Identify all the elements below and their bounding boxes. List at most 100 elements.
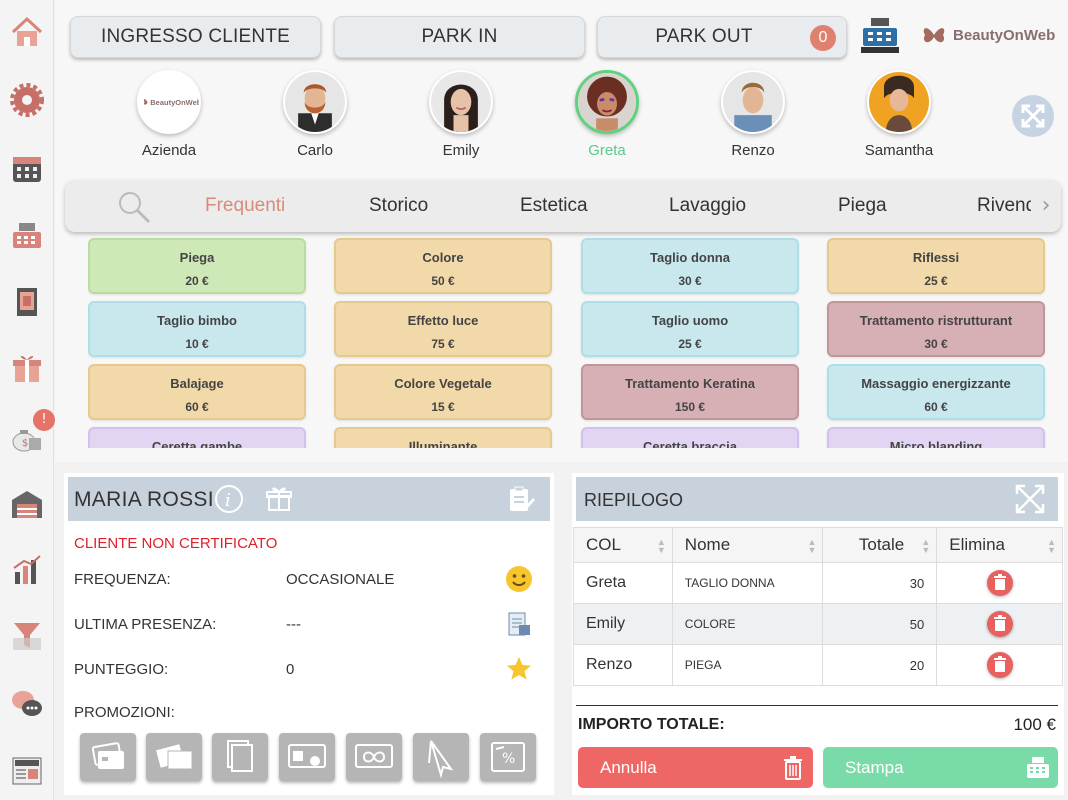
butterfly-logo-icon	[923, 28, 945, 43]
row-delete-cell	[936, 644, 1063, 686]
annulla-button[interactable]: Annulla	[578, 747, 813, 788]
service-tile[interactable]: Piega 20 €	[88, 238, 306, 294]
calendar-icon[interactable]	[9, 150, 45, 186]
chat-bubbles-icon[interactable]	[9, 686, 45, 722]
cash-register-icon[interactable]	[9, 218, 45, 254]
delete-button[interactable]	[986, 652, 1013, 678]
receipt-icon[interactable]	[505, 610, 533, 638]
service-tile[interactable]: Riflessi 25 €	[827, 238, 1045, 294]
staff-name: Samantha	[864, 142, 934, 159]
table-row[interactable]: Renzo PIEGA 20	[573, 644, 1063, 686]
tab-storico[interactable]: Storico	[369, 195, 429, 216]
service-tile[interactable]: Taglio bimbo 10 €	[88, 301, 306, 357]
newsletter-funnel-icon[interactable]	[9, 618, 45, 654]
ingresso-cliente-button[interactable]: INGRESSO CLIENTE	[70, 16, 321, 58]
staff-samantha[interactable]: Samantha	[844, 70, 954, 159]
product-box-icon[interactable]	[9, 284, 45, 320]
home-icon[interactable]	[9, 14, 45, 50]
staff-name: Azienda	[141, 142, 197, 159]
gear-icon[interactable]	[9, 82, 45, 118]
gift-icon[interactable]	[9, 350, 45, 386]
sidebar: $ !	[0, 0, 55, 800]
column-header-elimina[interactable]: Elimina ▲ ▼	[936, 527, 1063, 563]
tab-lavaggio[interactable]: Lavaggio	[669, 195, 747, 216]
avatar	[867, 70, 931, 134]
info-icon[interactable]: i	[214, 484, 244, 514]
chevron-right-icon[interactable]: ›	[1031, 180, 1061, 232]
service-tile[interactable]: Massaggio energizzante 60 €	[827, 364, 1045, 420]
column-header-col[interactable]: COL ▲ ▼	[573, 527, 673, 563]
search-icon[interactable]	[115, 188, 153, 226]
warehouse-icon[interactable]	[9, 486, 45, 522]
gift-icon[interactable]	[264, 484, 294, 514]
row-delete-cell	[936, 603, 1063, 645]
promo-tickets-button[interactable]	[146, 733, 202, 781]
park-in-button[interactable]: PARK IN	[334, 16, 585, 58]
tab-frequenti[interactable]: Frequenti	[205, 195, 286, 216]
news-icon[interactable]	[9, 752, 45, 788]
money-bag-icon[interactable]: $	[9, 418, 45, 454]
service-tile[interactable]: Ceretta braccia	[581, 427, 799, 448]
staff-carlo[interactable]: Carlo	[260, 70, 370, 159]
staff-emily[interactable]: Emily	[406, 70, 516, 159]
column-header-totale[interactable]: Totale ▲ ▼	[822, 527, 938, 563]
cash-register-icon[interactable]	[859, 16, 901, 56]
column-header-nome[interactable]: Nome ▲ ▼	[671, 527, 824, 563]
delete-button[interactable]	[986, 611, 1013, 637]
svg-text:%: %	[502, 751, 515, 767]
staff-azienda[interactable]: BeautyOnWeb Azienda	[114, 70, 224, 159]
delete-button[interactable]	[986, 570, 1013, 596]
service-price: 30 €	[924, 337, 948, 351]
promo-card-button[interactable]	[80, 733, 136, 781]
summary-table: COL ▲ ▼ Nome ▲ ▼ Totale ▲ ▼ Elimina ▲ ▼ Greta TA…	[573, 527, 1063, 686]
table-row[interactable]: Emily COLORE 50	[573, 603, 1063, 645]
promo-documents-button[interactable]	[212, 733, 268, 781]
tab-piega[interactable]: Piega	[838, 195, 887, 216]
infinity-card-icon	[355, 744, 393, 768]
avatar	[575, 70, 639, 134]
staff-name: Emily	[442, 142, 480, 159]
service-tile[interactable]: Taglio donna 30 €	[581, 238, 799, 294]
service-name: Massaggio energizzante	[861, 376, 1011, 391]
row-total: 50	[822, 603, 938, 645]
service-tile[interactable]: Ceretta gambe	[88, 427, 306, 448]
service-tile[interactable]: Trattamento ristrutturant 30 €	[827, 301, 1045, 357]
table-row[interactable]: Greta TAGLIO DONNA 30	[573, 562, 1063, 604]
promo-cursor-button[interactable]	[413, 733, 469, 781]
promo-discount-button[interactable]: %	[480, 733, 536, 781]
staff-greta[interactable]: Greta	[552, 70, 662, 159]
avatar: BeautyOnWeb	[137, 70, 201, 134]
cursor-icon	[428, 740, 454, 779]
expand-icon[interactable]	[1014, 483, 1046, 515]
service-tile[interactable]: Illuminante	[334, 427, 552, 448]
service-name: Illuminante	[408, 439, 478, 448]
cash-register-icon	[1027, 757, 1049, 778]
service-tile[interactable]: Taglio uomo 25 €	[581, 301, 799, 357]
service-price: 50 €	[431, 274, 455, 288]
service-tile[interactable]: Micro blanding	[827, 427, 1045, 448]
service-price: 30 €	[678, 274, 702, 288]
stampa-button[interactable]: Stampa	[823, 747, 1058, 788]
tab-rivendita[interactable]: Rivend	[977, 195, 1037, 216]
service-tile[interactable]: Balajage 60 €	[88, 364, 306, 420]
service-tile[interactable]: Colore 50 €	[334, 238, 552, 294]
service-name: Colore Vegetale	[394, 376, 492, 391]
trash-icon	[993, 656, 1006, 672]
service-tile[interactable]: Trattamento Keratina 150 €	[581, 364, 799, 420]
service-name: Piega	[179, 250, 215, 265]
tab-estetica[interactable]: Estetica	[520, 195, 588, 216]
service-tile[interactable]: Colore Vegetale 15 €	[334, 364, 552, 420]
service-name: Ceretta gambe	[151, 439, 243, 448]
promo-infinity-button[interactable]	[346, 733, 402, 781]
stats-chart-icon[interactable]	[9, 552, 45, 588]
client-name: MARIA ROSSI	[74, 488, 214, 511]
service-tile[interactable]: Effetto luce 75 €	[334, 301, 552, 357]
summary-header: RIEPILOGO	[576, 477, 1058, 521]
park-out-button[interactable]: PARK OUT 0	[597, 16, 847, 58]
promo-voucher-button[interactable]	[279, 733, 335, 781]
expand-staff-button[interactable]	[1012, 95, 1054, 137]
clipboard-edit-icon[interactable]	[506, 484, 536, 514]
staff-renzo[interactable]: Renzo	[698, 70, 808, 159]
avatar	[429, 70, 493, 134]
staff-name: Greta	[588, 142, 626, 159]
